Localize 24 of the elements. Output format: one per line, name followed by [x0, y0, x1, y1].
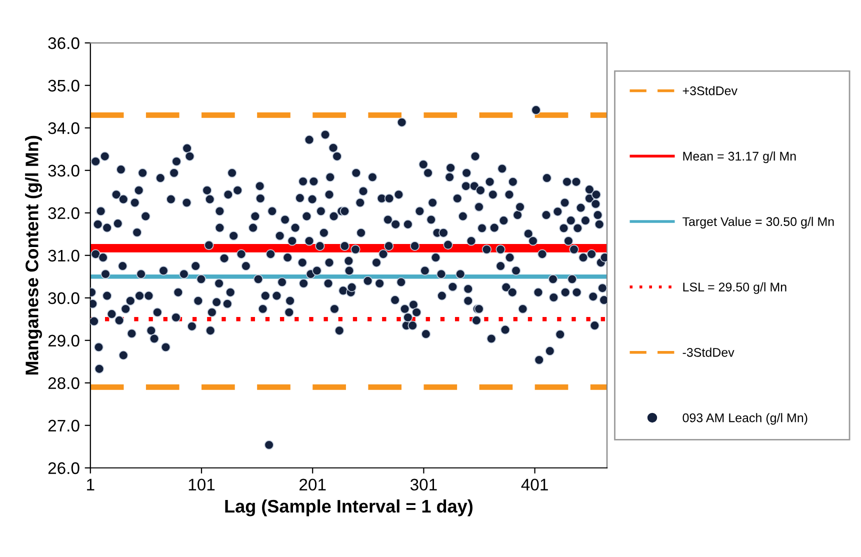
y-tick-label: 29.0 — [48, 334, 80, 347]
y-tick-label: 35.0 — [48, 80, 80, 92]
y-tick-label: 36.0 — [48, 37, 80, 50]
x-axis-title: Lag (Sample Interval = 1 day) — [225, 499, 472, 516]
y-axis-title: Manganese Content (g/l Mn) — [25, 136, 42, 375]
legend-label: Mean = 31.17 g/l Mn — [683, 151, 796, 164]
y-tick-label: 33.0 — [48, 164, 80, 177]
x-tick-label: 301 — [410, 478, 437, 491]
y-tick-label: 26.0 — [48, 462, 80, 474]
legend-label: +3StdDev — [682, 86, 738, 96]
legend-label: 093 AM Leach (g/l Mn) — [682, 413, 808, 425]
legend-label: Target Value = 30.50 g/l Mn — [682, 216, 834, 229]
y-tick-label: 28.0 — [48, 377, 80, 390]
x-tick-label: 401 — [521, 478, 548, 491]
legend-label: -3StdDev — [682, 348, 734, 357]
legend-label: LSL = 29.50 g/l Mn — [683, 282, 786, 294]
y-tick-label: 27.0 — [48, 420, 80, 432]
y-tick-label: 32.0 — [48, 207, 80, 220]
y-tick-label: 34.0 — [48, 122, 80, 134]
y-tick-label: 30.0 — [48, 292, 80, 304]
y-tick-label: 31.0 — [48, 250, 80, 262]
x-tick-label: 201 — [300, 478, 326, 491]
x-tick-label: 1 — [87, 478, 94, 490]
x-tick-label: 101 — [188, 478, 215, 491]
